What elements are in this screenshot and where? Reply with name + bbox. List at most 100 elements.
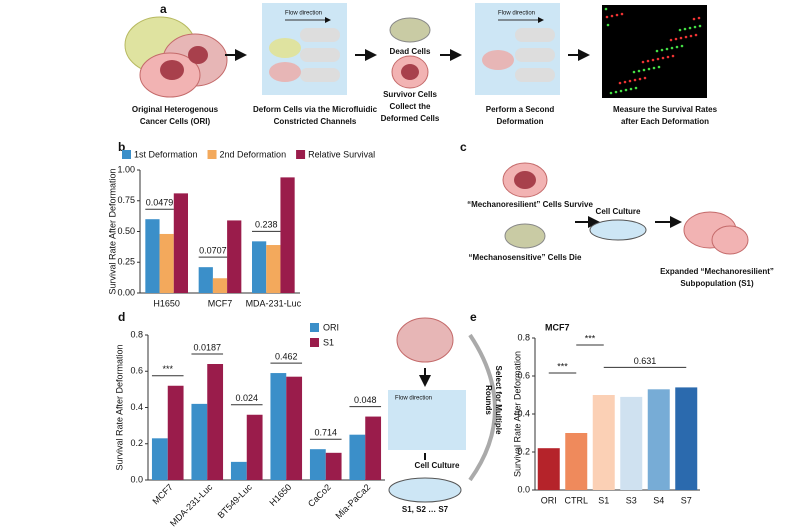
microscopy-dot — [623, 80, 627, 84]
step-caption: Deformation — [496, 117, 543, 126]
x-tick-label: ORI — [541, 495, 557, 505]
result-label: Subpopulation (S1) — [680, 279, 754, 288]
step-caption: Deform Cells via the Microfluidic — [253, 105, 378, 114]
bar — [349, 434, 366, 480]
step-caption: Collect the — [390, 102, 431, 111]
y-tick-label: 0.8 — [130, 329, 143, 339]
microscopy-dot — [638, 77, 642, 81]
microscopy-dot — [633, 78, 637, 82]
microscopy-dot — [678, 28, 682, 32]
legend-label: 1st Deformation — [134, 149, 198, 159]
x-tick-label: Mia-PaCa2 — [333, 482, 372, 521]
dead-label: Dead Cells — [390, 47, 431, 56]
annotation: *** — [557, 361, 568, 371]
bar — [212, 278, 228, 293]
cell — [482, 50, 514, 70]
pillar — [515, 28, 555, 42]
pillar — [515, 48, 555, 62]
y-tick-label: 0.0 — [517, 484, 530, 494]
microscopy-dot — [609, 91, 613, 95]
bar — [207, 364, 224, 480]
y-tick-label: 0.2 — [130, 438, 143, 448]
microscopy-dot — [632, 70, 636, 74]
nucleus — [514, 171, 536, 189]
y-tick-label: 0.8 — [517, 332, 530, 342]
bar — [592, 395, 615, 490]
microscopy-dot — [674, 37, 678, 41]
microscopy-dot — [642, 68, 646, 72]
x-tick-label: MDA-231-Luc — [168, 482, 215, 529]
panel-label: d — [118, 310, 125, 324]
cell — [396, 317, 454, 363]
step-caption: Cancer Cells (ORI) — [140, 117, 211, 126]
legend-label: Relative Survival — [308, 149, 375, 159]
microscopy-dot — [656, 57, 660, 61]
y-axis-label: Survival Rate After Deformation — [107, 168, 117, 294]
bar — [198, 267, 213, 293]
y-tick-label: 0.00 — [117, 287, 135, 297]
annotation: 0.048 — [354, 395, 377, 405]
microscopy-dot — [697, 16, 701, 20]
step-caption: Perform a Second — [486, 105, 555, 114]
flow-label: Flow direction — [498, 11, 535, 17]
y-tick-label: 0.6 — [517, 370, 530, 380]
x-tick-label: S3 — [626, 495, 637, 505]
legend-label: S1 — [323, 337, 334, 347]
microscopy-dot — [604, 7, 608, 11]
microscopy-dot — [692, 17, 696, 21]
bar — [325, 452, 342, 480]
microscopy-dot — [628, 79, 632, 83]
step-caption: Deformed Cells — [381, 114, 440, 123]
x-tick-label: CaCo2 — [306, 482, 333, 509]
x-tick-label: MDA-231-Luc — [246, 298, 302, 308]
pillar — [515, 68, 555, 82]
annotation: 0.714 — [314, 428, 337, 438]
microscopy-dot — [657, 65, 661, 69]
bar — [227, 220, 242, 293]
chart-title: MCF7 — [545, 322, 570, 332]
microscopy-dot — [652, 66, 656, 70]
microscopy-dot — [679, 36, 683, 40]
y-tick-label: 0.25 — [117, 257, 135, 267]
x-tick-label: S4 — [653, 495, 664, 505]
microscopy-dot — [698, 24, 702, 28]
nucleus — [401, 64, 419, 80]
legend-swatch — [310, 338, 319, 347]
flow-label: Flow direction — [395, 396, 432, 402]
x-tick-label: H1650 — [268, 482, 294, 508]
microscopy-dot — [666, 55, 670, 59]
annotation: 0.462 — [275, 351, 298, 361]
cell-cluster — [711, 225, 749, 255]
bar — [252, 241, 267, 293]
microscopy-dot — [619, 89, 623, 93]
y-tick-label: 0.6 — [130, 366, 143, 376]
annotation: *** — [585, 333, 596, 343]
panel-label: c — [460, 140, 467, 154]
legend-swatch — [310, 323, 319, 332]
bar — [167, 385, 184, 480]
cycle-arrow — [468, 333, 497, 482]
bar — [246, 414, 263, 480]
channel-box — [388, 390, 466, 450]
microscopy-dot — [683, 27, 687, 31]
bar — [647, 389, 670, 490]
legend-swatch — [207, 150, 217, 159]
x-tick-label: CTRL — [564, 495, 588, 505]
bar — [620, 396, 643, 490]
x-tick-label: H1650 — [153, 298, 180, 308]
step-caption: Original Heterogenous — [132, 105, 219, 114]
microscopy-dot — [620, 12, 624, 16]
annotation: 0.0707 — [199, 246, 227, 256]
y-tick-label: 0.0 — [130, 474, 143, 484]
y-tick-label: 0.2 — [517, 446, 530, 456]
microscopy-dot — [671, 54, 675, 58]
x-tick-label: S7 — [681, 495, 692, 505]
x-tick-label: BT549-Luc — [216, 482, 255, 521]
bar — [145, 219, 160, 293]
annotation: 0.0479 — [146, 198, 174, 208]
y-axis-label: Survival Rate After Deformation — [114, 344, 124, 470]
step-caption: after Each Deformation — [621, 117, 709, 126]
microscopy-dot — [693, 25, 697, 29]
legend-swatch — [122, 150, 131, 159]
